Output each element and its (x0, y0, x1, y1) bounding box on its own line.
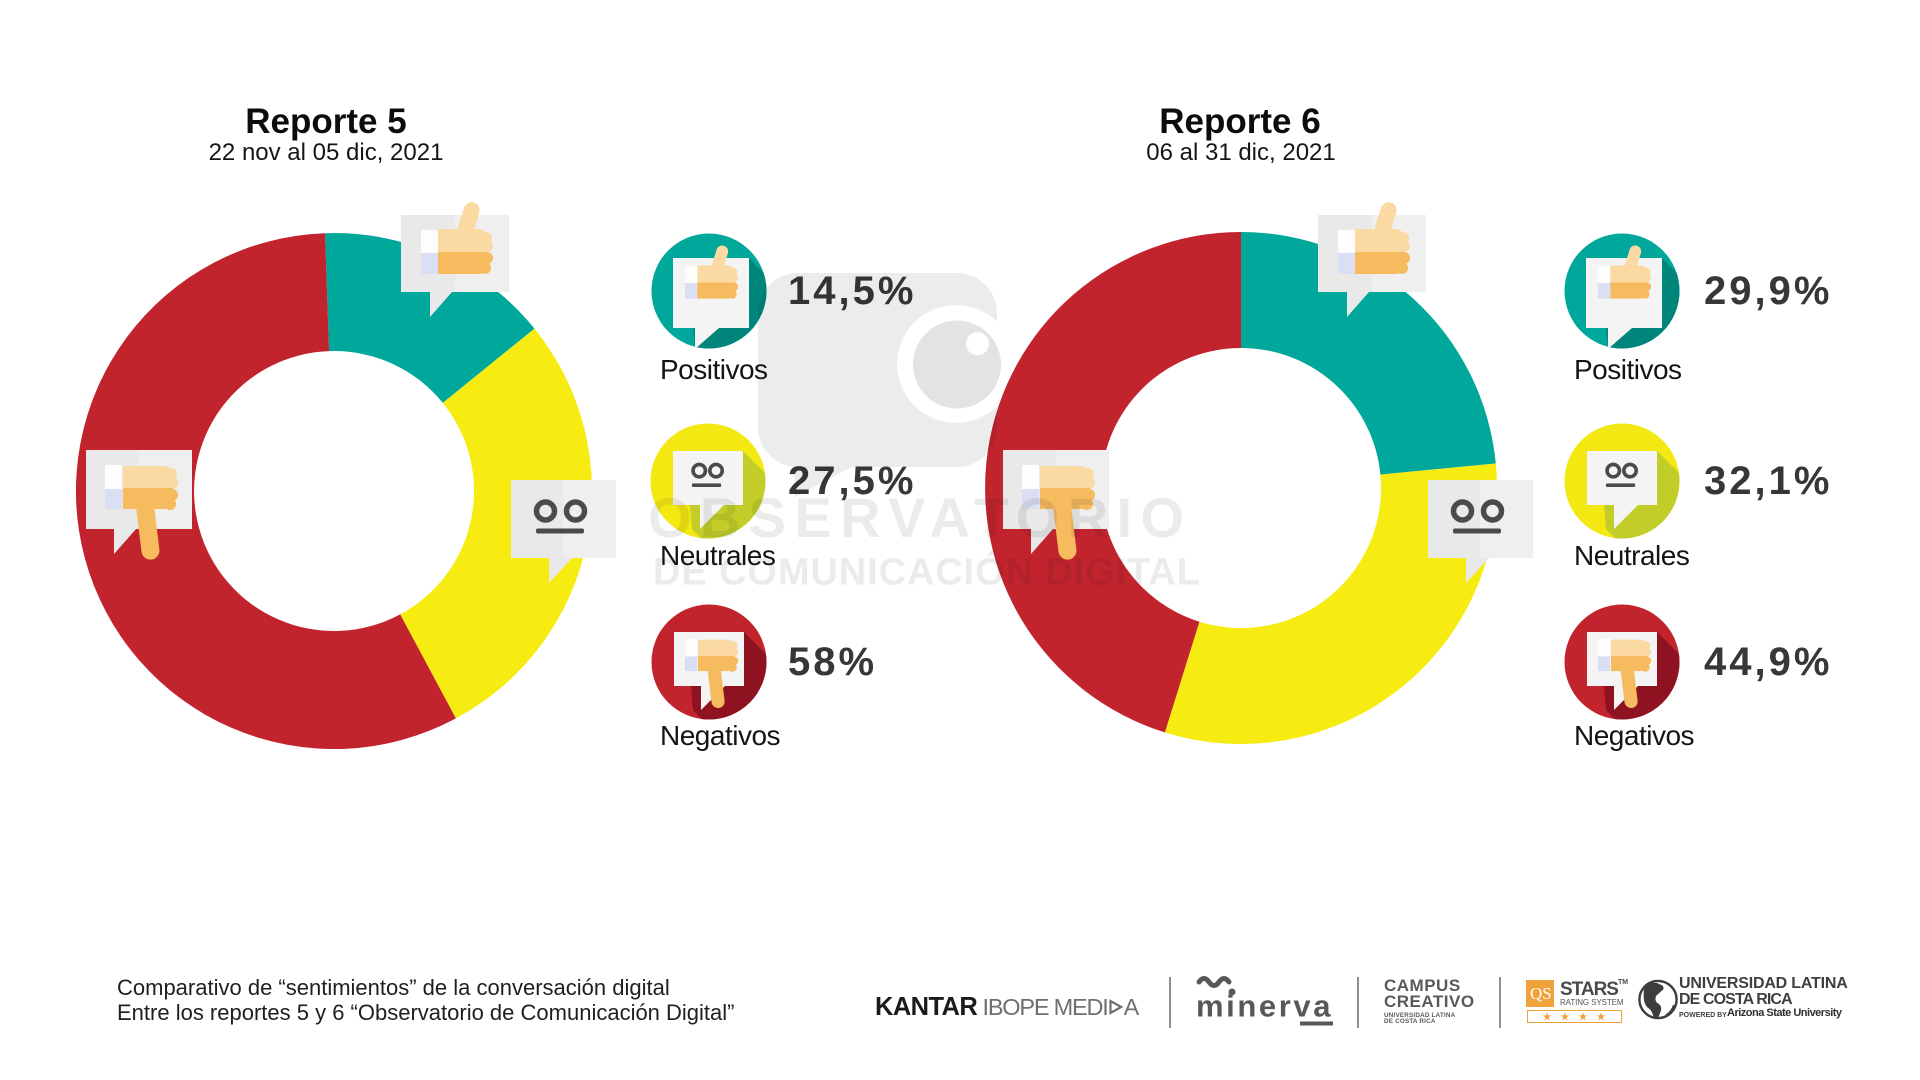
svg-text:DE COMUNICACIÓN DIGITAL: DE COMUNICACIÓN DIGITAL (653, 550, 1200, 594)
svg-text:OBSERVATORIO: OBSERVATORIO (648, 486, 1184, 549)
svg-text:minerva: minerva (1196, 989, 1333, 1024)
